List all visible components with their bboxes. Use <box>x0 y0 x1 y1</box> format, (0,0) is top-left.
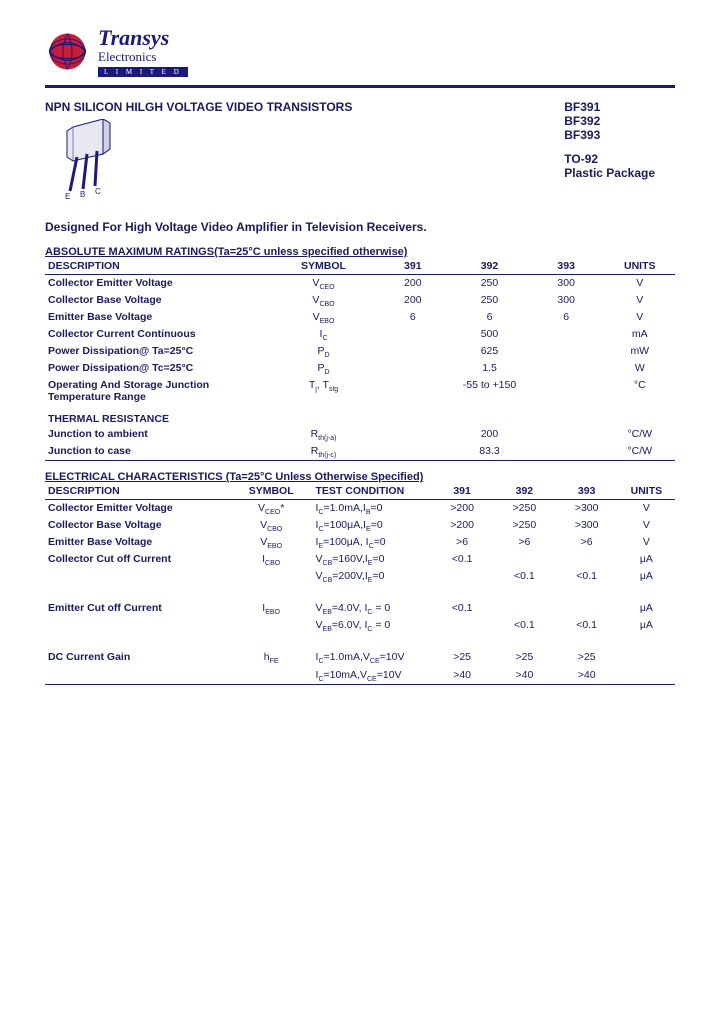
part-number: BF392 <box>564 114 655 128</box>
amr-section-title: ABSOLUTE MAXIMUM RATINGS(Ta=25°C unless … <box>45 246 675 258</box>
table-row: Power Dissipation@ Tc=25°CPD1.5W <box>45 360 675 377</box>
table-row: Collector Emitter VoltageVCEO*IC=1.0mA,I… <box>45 500 675 518</box>
svg-text:B: B <box>80 190 85 199</box>
table-row: Emitter Base VoltageVEBOIE=100μA, IC=0>6… <box>45 534 675 551</box>
title-row: NPN SILICON HILGH VOLTAGE VIDEO TRANSIST… <box>45 100 675 215</box>
table-row: Collector Cut off CurrentICBOVCB=160V,IE… <box>45 552 675 569</box>
header-divider <box>45 85 675 88</box>
table-row: Emitter Cut off CurrentIEBOVEB=4.0V, IC … <box>45 601 675 618</box>
datasheet-page: Transys Electronics L I M I T E D NPN SI… <box>0 0 720 1012</box>
svg-text:E: E <box>65 192 70 201</box>
part-number: BF393 <box>564 128 655 142</box>
limited-badge: L I M I T E D <box>98 67 188 77</box>
table-row: Collector Base VoltageVCBO200250300V <box>45 292 675 309</box>
amr-table: DESCRIPTIONSYMBOL391392393UNITSCollector… <box>45 258 675 461</box>
company-name: Transys <box>98 25 188 51</box>
table-row: VCB=200V,IE=0<0.1<0.1μA <box>45 569 675 586</box>
table-row: Junction to ambientRth(j-a)200°C/W <box>45 426 675 443</box>
company-text: Transys Electronics L I M I T E D <box>98 25 188 77</box>
table-row: Operating And Storage Junction Temperatu… <box>45 378 675 405</box>
table-row: Emitter Base VoltageVEBO666V <box>45 309 675 326</box>
part-numbers: BF391 BF392 BF393 TO-92 Plastic Package <box>564 100 655 180</box>
table-row: Junction to caseRth(j-c)83.3°C/W <box>45 443 675 461</box>
table-row: Collector Base VoltageVCBOIC=100μA,IE=0>… <box>45 517 675 534</box>
globe-logo-icon <box>45 29 90 74</box>
table-row: Power Dissipation@ Ta=25°CPD625mW <box>45 343 675 360</box>
part-number: BF391 <box>564 100 655 114</box>
header: Transys Electronics L I M I T E D <box>45 25 675 77</box>
elec-table: DESCRIPTIONSYMBOLTEST CONDITION391392393… <box>45 483 675 685</box>
svg-text:C: C <box>95 187 101 196</box>
table-row: VEB=6.0V, IC = 0<0.1<0.1μA <box>45 618 675 635</box>
package-desc: Plastic Package <box>564 166 655 180</box>
elec-section-title: ELECTRICAL CHARACTERISTICS (Ta=25°C Unle… <box>45 471 675 483</box>
design-purpose: Designed For High Voltage Video Amplifie… <box>45 220 675 234</box>
package-type: TO-92 <box>564 152 655 166</box>
table-row: Collector Current ContinuousIC500mA <box>45 326 675 343</box>
document-title: NPN SILICON HILGH VOLTAGE VIDEO TRANSIST… <box>45 100 352 114</box>
transistor-package-icon: E B C <box>55 119 130 204</box>
table-row: IC=10mA,VCE=10V>40>40>40 <box>45 667 675 685</box>
company-subtitle: Electronics <box>98 49 188 65</box>
table-row: DC Current GainhFEIC=1.0mA,VCE=10V>25>25… <box>45 650 675 667</box>
table-row: Collector Emitter VoltageVCEO200250300V <box>45 275 675 293</box>
